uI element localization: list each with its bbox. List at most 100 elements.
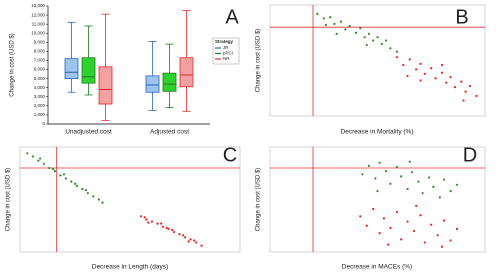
box [162,72,177,92]
point [428,176,431,179]
point [194,241,198,244]
point [363,36,366,39]
point [48,166,51,170]
y-tick-label: 5,000 [34,76,46,81]
point [475,94,478,98]
point [445,81,448,84]
point [415,204,418,207]
point [436,234,439,237]
y-tick-label: 1,000 [34,112,46,117]
point [449,76,452,79]
point [440,71,444,74]
point [460,80,463,83]
point [440,63,444,67]
point [372,207,375,211]
point [376,190,379,193]
point [389,182,392,185]
point [172,230,176,234]
point [182,234,185,237]
point [406,74,409,78]
point [193,239,196,242]
point [440,245,444,248]
point [395,50,398,53]
point [406,187,409,191]
point [365,224,368,227]
point [37,159,40,162]
panel-label: D [463,144,477,166]
x-tick-label: Unadjusted cost [65,129,112,136]
point [53,170,56,173]
point [372,39,375,42]
y-axis-label: Change in cost (USD $) [256,29,262,92]
y-tick-label: 7,000 [34,58,46,63]
box [81,57,96,84]
plot-frame [269,146,486,253]
y-tick-label: 13,000 [31,3,45,8]
point [421,192,424,195]
x-axis-label: Decrease in Mortality (%) [341,129,414,136]
point [417,180,420,183]
y-axis-label: Change in cost (USD $) [256,168,262,231]
point [434,77,437,80]
point [385,39,388,42]
point [344,28,347,31]
legend-label: JR [223,45,229,50]
box [179,57,194,88]
point [333,22,336,25]
point [359,215,362,218]
point [189,238,192,241]
y-tick-label: 12,000 [31,12,45,17]
point [329,16,332,19]
legend-box [212,37,240,65]
point [143,216,146,219]
point [183,236,187,239]
point [365,43,368,47]
point [443,219,446,222]
point [412,229,416,233]
panel-label: B [455,6,468,28]
point [86,192,89,195]
point [26,152,29,155]
y-tick-label: 6,000 [34,67,46,72]
point [395,165,398,169]
point [376,36,379,39]
point [415,68,418,71]
point [171,228,174,232]
point [455,227,459,230]
y-tick-label: 11,000 [32,21,46,26]
point [348,24,351,28]
box [98,66,113,105]
point [382,217,386,220]
point [322,17,325,20]
legend-label: NR [223,56,230,61]
point [64,177,67,180]
point [59,174,62,177]
point [389,226,392,229]
point [453,86,456,89]
point [150,220,154,223]
y-tick-label: 10,000 [31,30,45,35]
panel-label: C [223,144,237,166]
point [354,31,358,34]
legend-title: Strategy [215,39,234,44]
plot-frame [269,4,486,117]
point [161,225,165,228]
point [374,177,377,180]
panel-label: A [225,6,239,28]
point [359,27,362,30]
point [178,233,181,236]
point [380,42,383,45]
point [395,211,398,214]
box [64,58,79,80]
point [408,160,411,163]
point [361,173,364,176]
x-axis-label: Decrease in Length (days) [92,264,168,271]
point [70,180,73,183]
point [402,63,405,67]
point [165,226,168,229]
point [200,244,203,247]
point [423,72,426,75]
point [419,79,422,82]
